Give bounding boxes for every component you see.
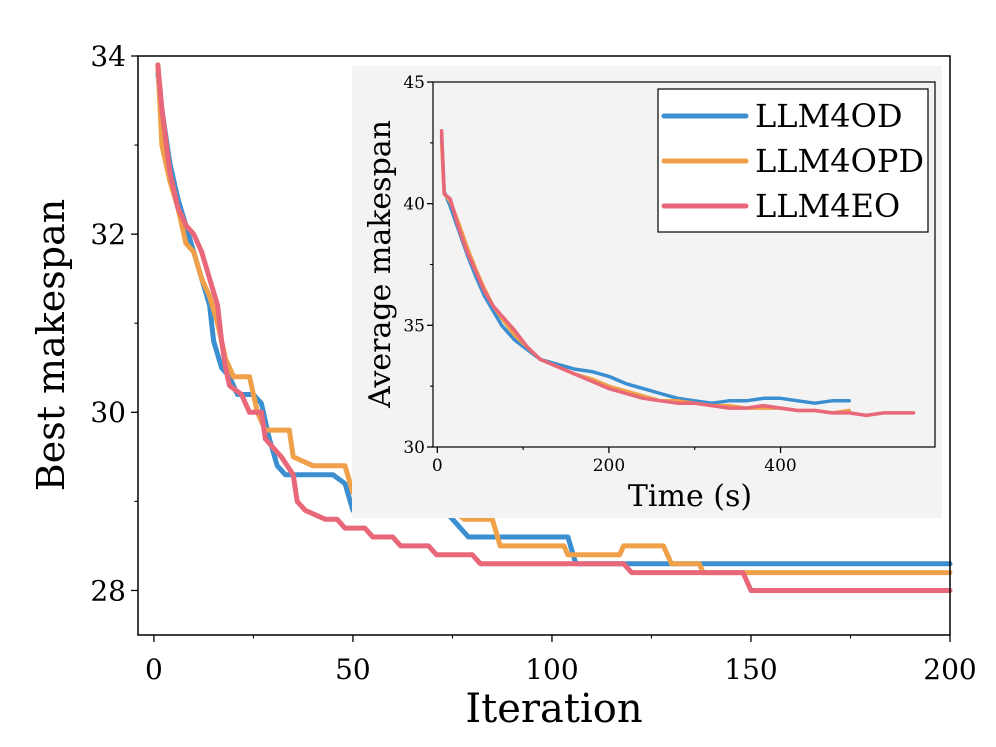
main-x-axis-label: Iteration — [465, 686, 642, 732]
y-tick-label: 32 — [90, 218, 126, 251]
series-line-llm4opd — [155, 62, 953, 576]
y-tick-label: 45 — [403, 73, 425, 93]
x-tick-label: 50 — [335, 653, 371, 686]
x-tick-label: 200 — [923, 653, 976, 686]
x-tick-label: 100 — [525, 653, 578, 686]
main-x-ticks: 0 50 100 150 200 — [145, 635, 977, 686]
y-tick-label: 30 — [90, 396, 126, 429]
legend-label: LLM4OD — [755, 97, 903, 135]
main-plot-frame — [137, 55, 951, 636]
legend: LLM4OD LLM4OPD LLM4EO — [657, 88, 929, 233]
x-tick-label: 200 — [593, 456, 625, 476]
x-tick-label: 150 — [724, 653, 777, 686]
y-tick-label: 30 — [403, 438, 425, 458]
main-y-ticks: 28 30 32 34 — [90, 40, 138, 607]
main-y-axis-label: Best makespan — [29, 199, 73, 491]
inset-x-ticks: 0 200 400 — [432, 447, 797, 476]
inset-plot: 0 200 400 30 35 40 45 Time (s) Average makesp… — [352, 66, 942, 518]
y-tick-label: 28 — [90, 574, 126, 607]
x-tick-label: 400 — [764, 456, 796, 476]
main-plot: 0 50 100 150 200 28 30 32 34 Iteration Best mak… — [29, 40, 977, 732]
series-line-llm4eo — [439, 128, 916, 418]
x-tick-label: 0 — [432, 456, 443, 476]
x-tick-label: 0 — [145, 653, 163, 686]
series-line-llm4eo — [155, 62, 953, 593]
inset-y-axis-label: Average makespan — [363, 120, 398, 409]
y-tick-label: 35 — [403, 316, 425, 336]
series-line-llm4od — [439, 133, 851, 405]
inset-x-axis-label: Time (s) — [628, 479, 752, 514]
y-tick-label: 40 — [403, 195, 425, 215]
y-tick-label: 34 — [90, 40, 126, 73]
legend-label: LLM4EO — [755, 187, 900, 225]
legend-label: LLM4OPD — [755, 142, 924, 180]
inset-y-ticks: 30 35 40 45 — [403, 73, 433, 458]
inset-series-lines — [439, 128, 916, 418]
